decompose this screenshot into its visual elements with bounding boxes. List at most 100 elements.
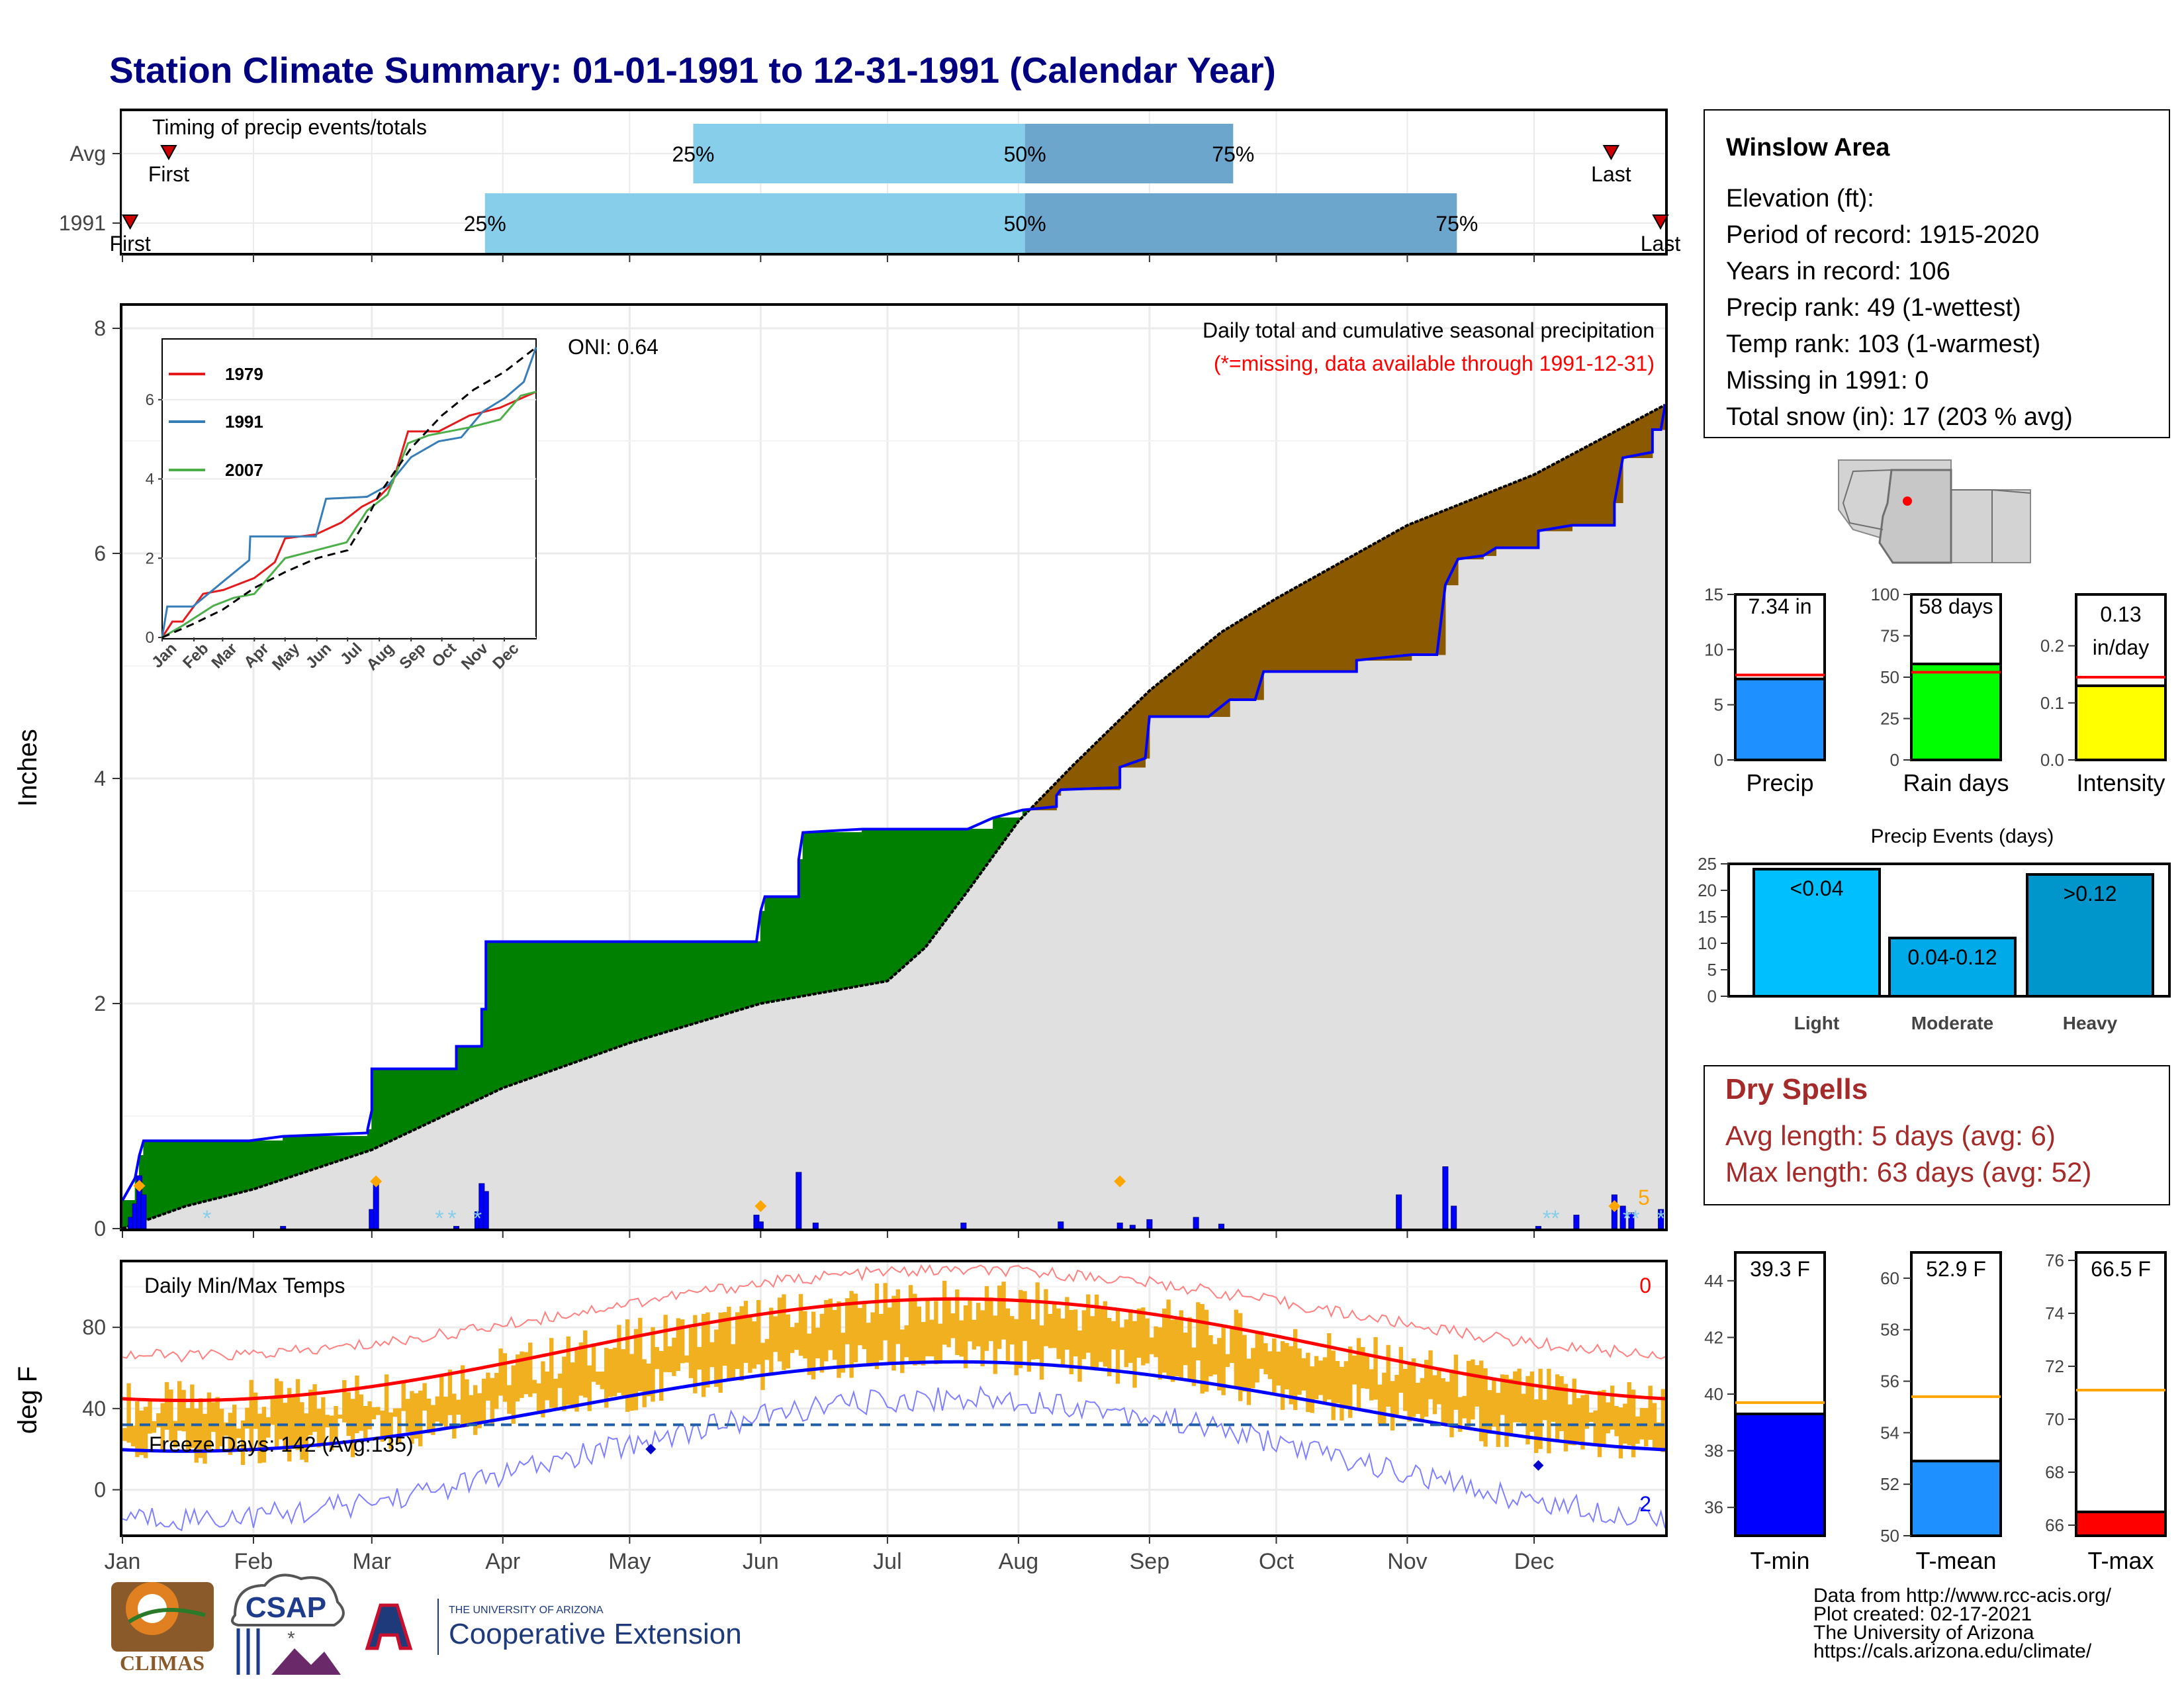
mini-panel-tick-label: 0 — [1890, 750, 1899, 770]
daily-precip-bar — [1116, 1223, 1123, 1229]
credits: Data from http://www.rcc-acis.org/ Plot … — [1813, 1585, 2112, 1662]
temp-ylabel: deg F — [13, 1366, 42, 1434]
temp-tick-label: 0 — [94, 1478, 106, 1502]
daily-precip-bar — [1129, 1225, 1136, 1229]
timing-bar-q2 — [693, 124, 1025, 183]
mini-panel-tick-label: 36 — [1704, 1497, 1723, 1517]
mini-panel-tick-label: 0 — [1714, 750, 1723, 770]
locator-map — [1838, 459, 2031, 564]
daily-precip-bar — [1146, 1219, 1153, 1229]
month-label: Oct — [1259, 1549, 1294, 1574]
avg-max-line — [122, 1297, 1666, 1403]
heavy-precip-marker — [754, 1200, 767, 1212]
climas-logo: CLIMAS — [111, 1582, 214, 1675]
inset-series-line-2007 — [161, 391, 537, 639]
mini-panel-tick-label: 0.2 — [2040, 636, 2064, 656]
credit-data-source: Data from http://www.rcc-acis.org/ — [1813, 1585, 2112, 1607]
events-title: Precip Events (days) — [1871, 825, 2054, 847]
heavy-precip-marker — [1608, 1200, 1621, 1212]
timing-p75-label: 75% — [1435, 212, 1478, 236]
precip-tick-label: 2 — [94, 992, 106, 1015]
mini-panel-tick-label: 76 — [2045, 1250, 2064, 1270]
snow-marker: * — [1631, 1206, 1640, 1231]
record-low-marker — [645, 1444, 657, 1455]
daily-precip-bar — [1535, 1226, 1541, 1229]
mini-panel-tick-label: 54 — [1880, 1423, 1899, 1442]
observed-cumulative-line — [121, 404, 1666, 1201]
temp-title: Daily Min/Max Temps — [144, 1274, 345, 1297]
snow-marker: * — [473, 1206, 482, 1231]
precip-events-chart: Precip Events (days) 0 5 10 15 20 25 <0.04 Light… — [1698, 825, 2171, 1033]
precip-tick-label: 8 — [94, 316, 106, 340]
mini-panel-value: 39.3 F — [1750, 1257, 1810, 1281]
credit-university: The University of Arizona — [1813, 1622, 2034, 1644]
mini-panel-value: 7.34 in — [1748, 594, 1811, 618]
mini-panel-label: Precip — [1746, 769, 1813, 796]
ua-logo: THE UNIVERSITY OF ARIZONA Cooperative Ex… — [365, 1599, 742, 1655]
month-label: Jul — [873, 1549, 901, 1574]
mini-panel-tick-label: 74 — [2045, 1303, 2064, 1323]
mini-panel-tick-label: 15 — [1704, 585, 1723, 604]
month-label: Dec — [1514, 1549, 1554, 1574]
daily-precip-bar — [140, 1194, 147, 1229]
inset-series-line-1979 — [161, 391, 537, 638]
credit-url: https://cals.arizona.edu/climate/ — [1813, 1640, 2092, 1662]
station-period: Period of record: 1915-2020 — [1726, 221, 2039, 249]
ua-small-label: THE UNIVERSITY OF ARIZONA — [449, 1605, 604, 1616]
csap-logo: CSAP * — [231, 1573, 345, 1675]
inset-tick-label: 6 — [146, 391, 154, 409]
station-years: Years in record: 106 — [1726, 258, 1950, 285]
mini-panel-label: T-min — [1751, 1547, 1810, 1574]
station-precip-rank: Precip rank: 49 (1-wettest) — [1726, 294, 2021, 322]
mini-panel-bar — [1910, 663, 2002, 761]
snow-marker: * — [448, 1206, 457, 1231]
events-category-label: Moderate — [1911, 1013, 1993, 1033]
events-bar-label: <0.04 — [1790, 876, 1844, 900]
daily-precip-bar — [1451, 1205, 1457, 1229]
mini-panel-value: 66.5 F — [2091, 1257, 2151, 1281]
below-normal-base-area — [122, 404, 1665, 1229]
events-bar — [1888, 937, 2017, 998]
inset-tick-label: 2 — [146, 549, 154, 567]
mini-panel-label: T-mean — [1915, 1547, 1996, 1574]
last-event-label: Last — [1641, 232, 1681, 256]
station-snow: Total snow (in): 17 (203 % avg) — [1726, 403, 2073, 431]
record-low-marker — [1533, 1460, 1544, 1471]
mini-panel-tick-label: 52 — [1880, 1474, 1899, 1494]
daily-precip-bar — [812, 1223, 819, 1229]
heavy-precip-marker — [370, 1175, 383, 1188]
last-event-marker — [1602, 145, 1620, 161]
mini-panel-value: 52.9 F — [1926, 1257, 1986, 1281]
record-max-line — [122, 1264, 1666, 1363]
dry-spells-avg: Avg length: 5 days (avg: 6) — [1725, 1120, 2056, 1151]
daily-precip-bar — [1193, 1217, 1199, 1229]
mini-panel-value: 0.13 — [2100, 602, 2141, 626]
inset-legend-label: 1979 — [225, 364, 263, 384]
snow-count: 5 — [1638, 1186, 1650, 1209]
events-bar — [1752, 868, 1881, 998]
avg-min-line — [122, 1360, 1666, 1453]
mini-panel-tick-label: 50 — [1880, 1526, 1899, 1546]
mini-panel-tick-label: 0.1 — [2040, 693, 2064, 713]
events-tick-label: 25 — [1698, 854, 1717, 874]
timing-p50-label: 50% — [1004, 142, 1046, 166]
precip-ylabel: Inches — [13, 729, 42, 807]
snow-marker: * — [435, 1206, 443, 1231]
mini-panel-tick-label: 66 — [2045, 1515, 2064, 1535]
oni-label: ONI: 0.64 — [568, 335, 659, 359]
last-event-marker — [1652, 214, 1669, 230]
month-label: Aug — [999, 1549, 1039, 1574]
timing-panel: 25% 50% 75% First Last Avg 25% 50% 75% First Last 1… — [59, 109, 1681, 262]
mini-panel-tick-label: 42 — [1704, 1327, 1723, 1347]
inset-tick-label: 4 — [146, 471, 154, 489]
precip-tick-label: 6 — [94, 541, 106, 565]
mini-panel-tick-label: 25 — [1880, 709, 1899, 729]
snow-marker: * — [1551, 1206, 1559, 1231]
mini-panel-frame — [2075, 1251, 2167, 1537]
timing-p25-label: 25% — [464, 212, 506, 236]
daily-precip-bar — [796, 1172, 802, 1229]
inset-legend-label: 2007 — [225, 460, 263, 480]
mini-panel-label: Intensity — [2076, 769, 2165, 796]
dry-spells-max: Max length: 63 days (avg: 52) — [1725, 1156, 2091, 1188]
